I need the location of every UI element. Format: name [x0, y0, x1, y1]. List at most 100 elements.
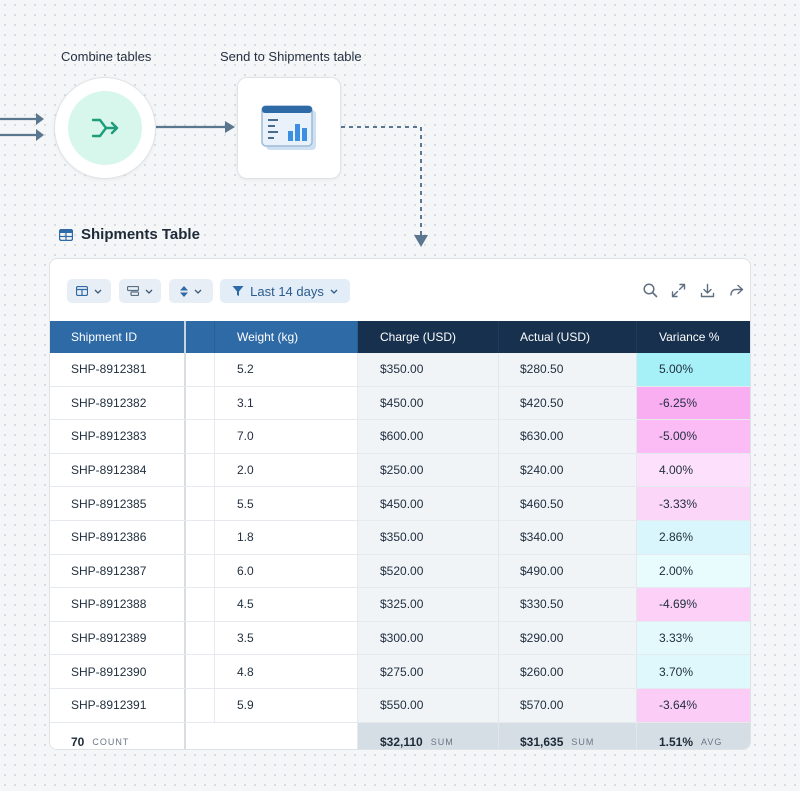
cell-weight[interactable]: 4.5	[215, 588, 358, 621]
cell-weight[interactable]: 5.2	[215, 353, 358, 386]
view-dropdown[interactable]	[67, 279, 111, 303]
cell-weight[interactable]: 6.0	[215, 554, 358, 588]
cell-actual[interactable]: $490.00	[499, 554, 637, 588]
table-row[interactable]: SHP-8912391 5.9 $550.00 $570.00 -3.64%	[50, 688, 750, 723]
share-icon	[729, 284, 743, 296]
cell-actual[interactable]: $460.50	[499, 487, 637, 520]
cell-shipment-id[interactable]: SHP-8912390	[50, 655, 186, 688]
cell-weight[interactable]: 4.8	[215, 655, 358, 688]
table-row[interactable]: SHP-8912381 5.2 $350.00 $280.50 5.00%	[50, 353, 750, 387]
cell-shipment-id[interactable]: SHP-8912382	[50, 386, 186, 420]
cell-actual[interactable]: $420.50	[499, 386, 637, 420]
cell-charge[interactable]: $350.00	[358, 353, 499, 386]
cell-shipment-id[interactable]: SHP-8912385	[50, 487, 186, 520]
cell-spacer	[186, 588, 215, 621]
cell-charge[interactable]: $550.00	[358, 688, 499, 722]
send-to-table-dashed-arrow	[341, 126, 422, 235]
group-icon	[127, 286, 139, 296]
table-row[interactable]: SHP-8912390 4.8 $275.00 $260.00 3.70%	[50, 655, 750, 689]
column-header-shipment-id[interactable]: Shipment ID	[50, 321, 186, 353]
footer-spacer	[186, 722, 358, 749]
cell-weight[interactable]: 3.5	[215, 621, 358, 655]
cell-weight[interactable]: 5.5	[215, 487, 358, 520]
cell-actual[interactable]: $340.00	[499, 520, 637, 554]
cell-weight[interactable]: 3.1	[215, 386, 358, 420]
cell-variance[interactable]: -6.25%	[637, 386, 750, 420]
incoming-arrows	[0, 117, 38, 137]
cell-charge[interactable]: $600.00	[358, 420, 499, 453]
cell-actual[interactable]: $570.00	[499, 688, 637, 722]
column-header-spacer	[186, 321, 215, 353]
cell-charge[interactable]: $275.00	[358, 655, 499, 688]
chevron-down-icon	[145, 289, 153, 294]
cell-actual[interactable]: $260.00	[499, 655, 637, 688]
cell-spacer	[186, 420, 215, 453]
column-header-actual[interactable]: Actual (USD)	[499, 321, 637, 353]
cell-weight[interactable]: 5.9	[215, 688, 358, 722]
table-row[interactable]: SHP-8912383 7.0 $600.00 $630.00 -5.00%	[50, 420, 750, 454]
column-header-charge[interactable]: Charge (USD)	[358, 321, 499, 353]
cell-charge[interactable]: $450.00	[358, 386, 499, 420]
send-to-table-node[interactable]	[237, 77, 341, 179]
cell-variance[interactable]: -4.69%	[637, 588, 750, 621]
chevron-down-icon	[330, 289, 338, 294]
cell-weight[interactable]: 2.0	[215, 453, 358, 487]
cell-variance[interactable]: -3.33%	[637, 487, 750, 520]
cell-weight[interactable]: 1.8	[215, 520, 358, 554]
table-body: SHP-8912381 5.2 $350.00 $280.50 5.00% SHP-891…	[50, 353, 750, 723]
cell-actual[interactable]: $630.00	[499, 420, 637, 453]
table-row[interactable]: SHP-8912385 5.5 $450.00 $460.50 -3.33%	[50, 487, 750, 521]
table-row[interactable]: SHP-8912386 1.8 $350.00 $340.00 2.86%	[50, 520, 750, 555]
download-button[interactable]	[698, 281, 716, 299]
footer-charge-sum: $32,110 SUM	[358, 722, 499, 749]
cell-variance[interactable]: 2.86%	[637, 520, 750, 554]
cell-variance[interactable]: 5.00%	[637, 353, 750, 386]
cell-charge[interactable]: $250.00	[358, 453, 499, 487]
cell-charge[interactable]: $325.00	[358, 588, 499, 621]
footer-variance-value: 1.51%	[659, 734, 694, 749]
cell-actual[interactable]: $330.50	[499, 588, 637, 621]
cell-variance[interactable]: 2.00%	[637, 554, 750, 588]
cell-charge[interactable]: $350.00	[358, 520, 499, 554]
cell-variance[interactable]: 4.00%	[637, 453, 750, 487]
cell-shipment-id[interactable]: SHP-8912388	[50, 588, 186, 621]
cell-shipment-id[interactable]: SHP-8912381	[50, 353, 186, 386]
table-row[interactable]: SHP-8912387 6.0 $520.00 $490.00 2.00%	[50, 554, 750, 589]
table-row[interactable]: SHP-8912389 3.5 $300.00 $290.00 3.33%	[50, 621, 750, 656]
cell-shipment-id[interactable]: SHP-8912387	[50, 554, 186, 588]
cell-shipment-id[interactable]: SHP-8912384	[50, 453, 186, 487]
cell-shipment-id[interactable]: SHP-8912386	[50, 520, 186, 554]
table-row[interactable]: SHP-8912384 2.0 $250.00 $240.00 4.00%	[50, 453, 750, 488]
date-filter-dropdown[interactable]: Last 14 days	[220, 279, 350, 303]
column-header-weight[interactable]: Weight (kg)	[215, 321, 358, 353]
cell-weight[interactable]: 7.0	[215, 420, 358, 453]
expand-button[interactable]	[669, 281, 687, 299]
cell-variance[interactable]: -3.64%	[637, 688, 750, 722]
footer-charge-value: $32,110	[380, 734, 423, 749]
cell-spacer	[186, 520, 215, 554]
share-button[interactable]	[727, 281, 745, 299]
cell-charge[interactable]: $450.00	[358, 487, 499, 520]
cell-variance[interactable]: 3.70%	[637, 655, 750, 688]
combine-tables-node[interactable]	[54, 77, 156, 179]
search-button[interactable]	[641, 281, 659, 299]
column-header-variance[interactable]: Variance %	[637, 321, 750, 353]
cell-variance[interactable]: -5.00%	[637, 420, 750, 453]
cell-shipment-id[interactable]: SHP-8912389	[50, 621, 186, 655]
cell-variance[interactable]: 3.33%	[637, 621, 750, 655]
table-row[interactable]: SHP-8912382 3.1 $450.00 $420.50 -6.25%	[50, 386, 750, 421]
cell-charge[interactable]: $300.00	[358, 621, 499, 655]
cell-shipment-id[interactable]: SHP-8912383	[50, 420, 186, 453]
group-dropdown[interactable]	[119, 279, 161, 303]
cell-actual[interactable]: $240.00	[499, 453, 637, 487]
table-row[interactable]: SHP-8912388 4.5 $325.00 $330.50 -4.69%	[50, 588, 750, 622]
cell-charge[interactable]: $520.00	[358, 554, 499, 588]
cell-shipment-id[interactable]: SHP-8912391	[50, 688, 186, 722]
table-view-icon	[76, 286, 88, 296]
cell-actual[interactable]: $290.00	[499, 621, 637, 655]
sort-dropdown[interactable]	[169, 279, 213, 303]
cell-spacer	[186, 487, 215, 520]
footer-actual-sum: $31,635 SUM	[499, 722, 637, 749]
shipments-grid: Shipment ID Weight (kg) Charge (USD) Act…	[50, 321, 750, 749]
cell-actual[interactable]: $280.50	[499, 353, 637, 386]
